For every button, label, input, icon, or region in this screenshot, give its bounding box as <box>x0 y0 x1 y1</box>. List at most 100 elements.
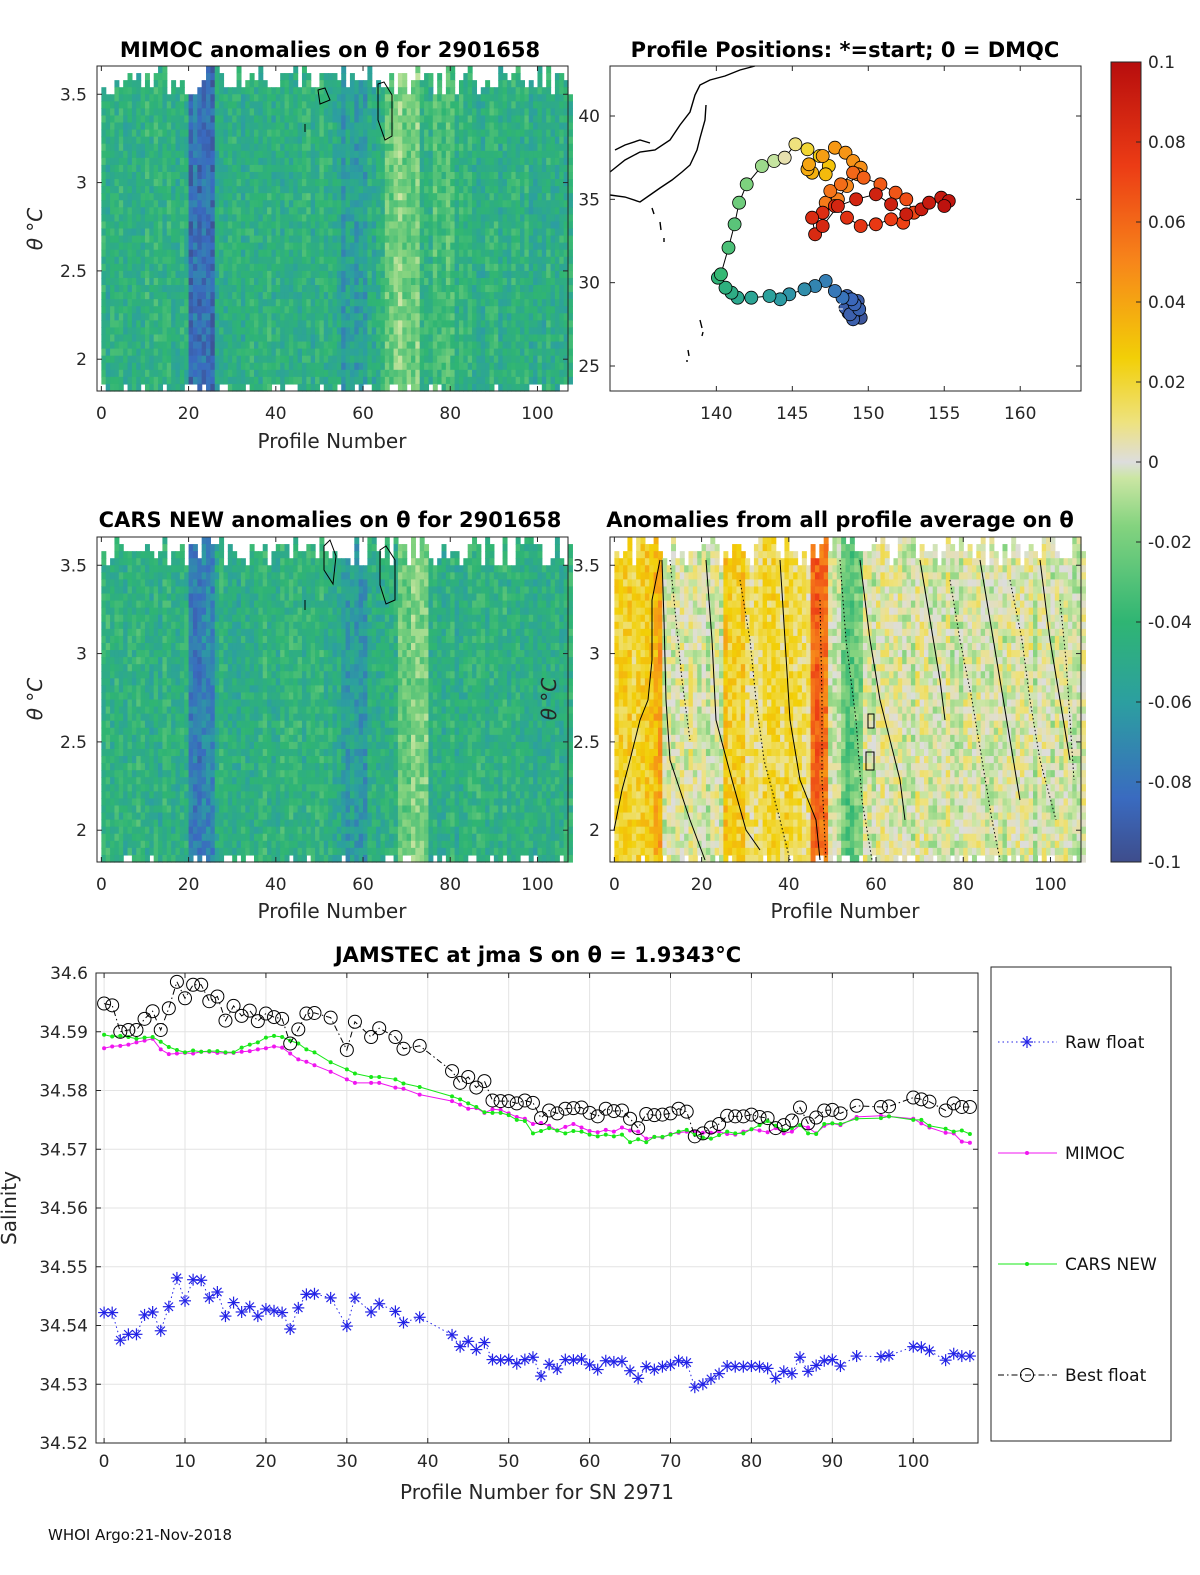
heatmap-cell <box>306 186 312 194</box>
heatmap-cell <box>546 270 552 279</box>
heatmap-cell <box>293 348 299 357</box>
heatmap-cell <box>267 292 273 300</box>
heatmap-cell <box>201 179 207 187</box>
heatmap-cell <box>206 87 211 95</box>
heatmap-cell <box>506 171 512 180</box>
profile-marker <box>788 137 803 152</box>
heatmap-cell <box>310 369 316 378</box>
heatmap-cell <box>114 129 120 138</box>
heatmap-cell <box>310 157 316 166</box>
heatmap-cell <box>114 306 120 314</box>
heatmap-cell <box>537 270 543 279</box>
heatmap-cell <box>445 101 451 109</box>
heatmap-cell <box>179 383 185 392</box>
heatmap-cell <box>397 369 403 378</box>
heatmap-cell <box>568 355 573 364</box>
heatmap-cell <box>184 313 190 321</box>
heatmap-cell <box>306 164 312 173</box>
heatmap-cell <box>498 320 504 329</box>
heatmap-cell <box>358 122 364 131</box>
heatmap-cell <box>271 101 277 109</box>
heatmap-cell <box>297 228 303 237</box>
heatmap-cell <box>363 122 368 131</box>
heatmap-cell <box>454 285 460 293</box>
heatmap-cell <box>240 320 246 329</box>
heatmap-cell <box>262 94 268 102</box>
heatmap-cell <box>432 200 438 208</box>
heatmap-cell <box>354 306 360 314</box>
heatmap-cell <box>524 171 530 180</box>
heatmap-cell <box>463 200 469 208</box>
heatmap-cell <box>301 129 307 138</box>
heatmap-cell <box>131 214 137 223</box>
heatmap-cell <box>131 115 137 124</box>
heatmap-cell <box>554 299 560 307</box>
heatmap-cell <box>371 355 377 364</box>
heatmap-cell <box>118 292 124 300</box>
heatmap-cell <box>105 270 111 279</box>
heatmap-cell <box>472 200 478 208</box>
heatmap-cell <box>223 355 229 364</box>
heatmap-cell <box>485 221 491 230</box>
heatmap-cell <box>210 341 216 350</box>
heatmap-cell <box>179 200 185 208</box>
heatmap-cell <box>175 256 181 265</box>
heatmap-cell <box>192 101 198 109</box>
heatmap-cell <box>254 101 259 109</box>
heatmap-cell <box>393 136 399 145</box>
heatmap-cell <box>524 313 530 321</box>
heatmap-cell <box>175 150 181 159</box>
heatmap-cell <box>258 362 264 371</box>
heatmap-cell <box>306 299 312 307</box>
heatmap-cell <box>319 249 325 258</box>
heatmap-cell <box>376 320 382 329</box>
heatmap-cell <box>153 242 159 251</box>
heatmap-cell <box>354 101 360 109</box>
heatmap-cell <box>262 320 268 329</box>
heatmap-cell <box>293 179 299 187</box>
heatmap-cell <box>123 362 129 371</box>
heatmap-cell <box>389 355 395 364</box>
heatmap-cell <box>179 143 185 152</box>
heatmap-cell <box>144 348 150 357</box>
heatmap-cell <box>384 94 390 102</box>
heatmap-cell <box>301 143 307 152</box>
heatmap-cell <box>319 242 325 251</box>
heatmap-cell <box>559 334 565 343</box>
heatmap-cell <box>406 256 412 265</box>
heatmap-cell <box>123 108 129 117</box>
heatmap-cell <box>376 285 382 293</box>
heatmap-cell <box>158 200 164 208</box>
heatmap-cell <box>384 383 390 392</box>
heatmap-cell <box>328 327 334 336</box>
heatmap-cell <box>323 73 329 81</box>
heatmap-cell <box>284 341 290 350</box>
heatmap-cell <box>236 179 242 187</box>
heatmap-cell <box>153 376 159 385</box>
heatmap-cell <box>537 94 543 102</box>
heatmap-cell <box>568 150 573 159</box>
heatmap-cell <box>153 313 159 321</box>
heatmap-cell <box>541 228 547 237</box>
heatmap-cell <box>210 249 216 258</box>
heatmap-cell <box>393 150 399 159</box>
heatmap-cell <box>110 348 116 357</box>
heatmap-cell <box>349 249 355 258</box>
heatmap-cell <box>550 122 556 131</box>
heatmap-cell <box>389 157 395 166</box>
heatmap-cell <box>227 221 233 230</box>
heatmap-cell <box>415 73 421 81</box>
heatmap-cell <box>206 200 211 208</box>
heatmap-cell <box>528 157 534 166</box>
heatmap-cell <box>158 256 164 265</box>
heatmap-cell <box>293 270 299 279</box>
heatmap-cell <box>402 94 408 102</box>
heatmap-cell <box>171 277 177 286</box>
heatmap-cell <box>454 299 460 307</box>
heatmap-cell <box>428 376 434 385</box>
heatmap-cell <box>315 108 321 117</box>
heatmap-cell <box>110 94 116 102</box>
heatmap-cell <box>358 242 364 251</box>
heatmap-cell <box>258 157 264 166</box>
heatmap-cell <box>219 292 225 300</box>
